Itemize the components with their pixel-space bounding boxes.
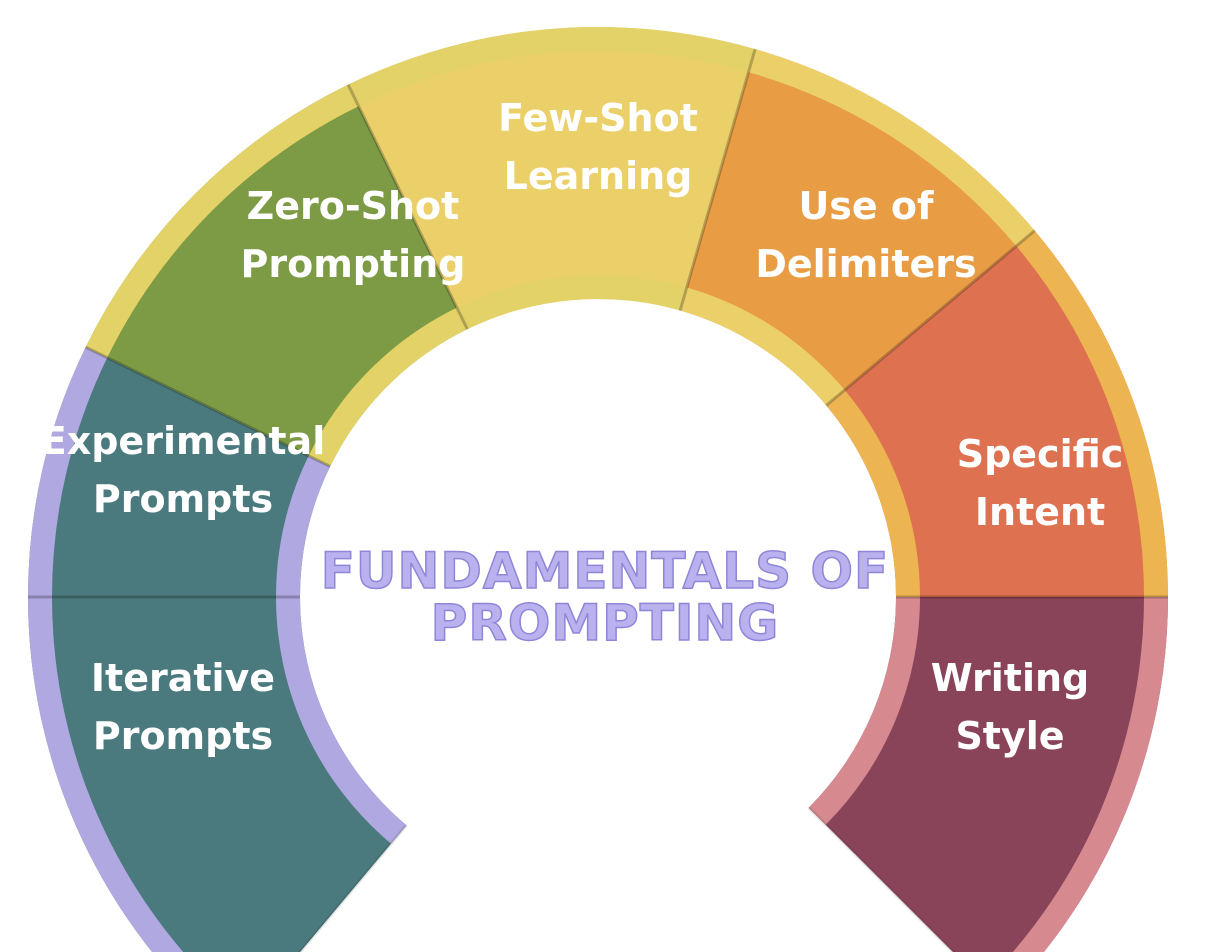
segment-writing-style [808, 597, 1168, 952]
segment-divider [807, 806, 956, 952]
diagram-title-line-1: FUNDAMENTALS OF [321, 542, 889, 600]
segment-divider [346, 84, 469, 330]
segment-inner-trim [808, 597, 920, 825]
segment-divider [825, 229, 1036, 407]
segment-divider [346, 84, 469, 330]
segment-label-line: Learning [504, 154, 693, 198]
segment-divider [298, 824, 408, 952]
segment-outer-trim [748, 49, 1035, 247]
segment-few-shot-learning [348, 26, 756, 330]
segment-label-zero-shot-prompting: Zero-Shot Prompting [241, 184, 466, 286]
segment-label-line: Prompts [93, 477, 273, 521]
segment-zero-shot-prompting [85, 84, 468, 467]
segment-label-use-of-delimiters: Use of Delimiters [755, 184, 976, 286]
segment-iterative-prompts [28, 597, 407, 952]
segment-outer-trim [1012, 597, 1168, 952]
segment-label-line: Style [955, 714, 1064, 758]
segment-divider [825, 229, 1036, 407]
segment-label-line: Prompts [93, 714, 273, 758]
segment-inner-trim [308, 307, 468, 467]
segment-divider [678, 48, 757, 311]
segment-inner-trim [276, 455, 331, 597]
segment-outer-trim [85, 84, 359, 358]
segment-inner-trim [680, 287, 845, 406]
segment-outer-trim [1016, 230, 1168, 597]
segment-divider [85, 345, 331, 468]
segment-label-line: Iterative [91, 656, 275, 700]
segment-label-line: Few-Shot [498, 96, 698, 140]
segment-divider [678, 48, 757, 311]
segment-body [680, 49, 1035, 406]
segment-label-line: Intent [975, 490, 1105, 534]
segment-label-line: Writing [931, 656, 1089, 700]
segment-outer-trim [348, 26, 756, 107]
segment-use-of-delimiters [680, 49, 1035, 406]
segment-label-line: Zero-Shot [247, 184, 460, 228]
segments-layer [28, 26, 1168, 952]
segment-body [28, 347, 331, 597]
segment-label-iterative-prompts: Iterative Prompts [91, 656, 275, 758]
segment-divider [85, 345, 331, 468]
diagram-title-line-2: PROMPTING [431, 594, 780, 652]
labels-layer: Iterative Prompts Experimental Prompts Zero-… [41, 96, 1124, 758]
segment-label-writing-style: Writing Style [931, 656, 1089, 758]
segment-label-few-shot-learning: Few-Shot Learning [498, 96, 698, 198]
segment-outer-trim [28, 597, 184, 952]
segment-label-line: Prompting [241, 242, 466, 286]
segment-specific-intent [826, 230, 1168, 597]
segment-experimental-prompts [28, 347, 331, 597]
segment-outer-trim [28, 347, 108, 597]
segment-inner-trim [456, 275, 687, 330]
segment-label-line: Delimiters [755, 242, 976, 286]
segment-body [348, 26, 756, 330]
segment-label-experimental-prompts: Experimental Prompts [41, 419, 325, 521]
segment-label-line: Use of [798, 184, 934, 228]
segment-label-specific-intent: Specific Intent [957, 432, 1124, 534]
segment-label-line: Specific [957, 432, 1124, 476]
segment-inner-trim [276, 597, 407, 844]
segment-label-line: Experimental [41, 419, 325, 463]
segment-inner-trim [826, 390, 920, 597]
